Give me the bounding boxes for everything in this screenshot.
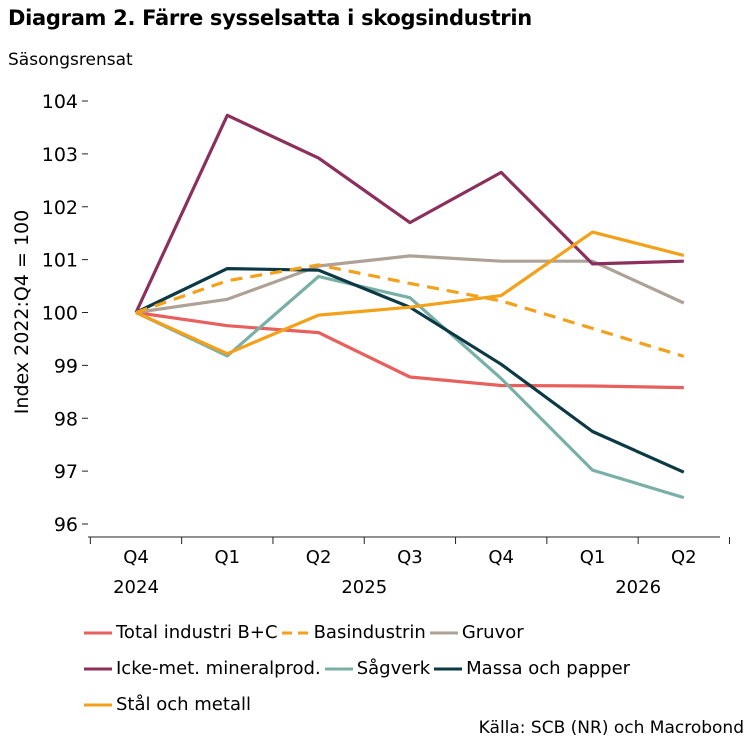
chart-title: Diagram 2. Färre sysselsatta i skogsindu… [8,6,532,30]
series-line-2 [135,254,685,315]
x-tick-label: Q4 [488,547,514,568]
y-tick-label: 101 [42,250,78,272]
y-axis: 96 97 98 99 100 101 102 103 104 [42,91,88,536]
legend-swatch [321,658,357,678]
x-tick-label: Q4 [123,547,149,568]
legend-row: Icke-met. mineralprod. Sågverk Massa och… [80,650,740,686]
x-axis: Q4 Q1 Q2 Q3 Q4 Q1 Q2 2024 2025 2026 [88,536,730,598]
y-tick-label: 97 [54,461,78,483]
legend-row: Total industri B+C Basindustrin Gruvor [80,614,740,650]
legend-label: Icke-met. mineralprod. [116,657,321,679]
chart-subtitle: Säsongsrensat [8,50,133,70]
legend-row: Stål och metall [80,686,740,722]
legend-swatch [430,658,466,678]
legend-swatch [80,658,116,678]
legend-label: Stål och metall [116,693,251,715]
legend-item-gruvor: Gruvor [426,622,524,643]
x-tick-label: Q2 [306,547,332,568]
y-axis-label: Index 2022:Q4 = 100 [11,210,33,414]
series-line-0 [135,310,684,390]
series-line-6 [135,230,685,356]
x-year-label: 2024 [113,577,159,598]
legend-item-sagverk: Sågverk [321,658,430,679]
legend-label: Sågverk [356,657,431,679]
x-year-label: 2026 [615,577,661,598]
legend-label: Total industri B+C [116,621,278,643]
legend-item-stal: Stål och metall [80,694,251,715]
y-tick-label: 98 [54,408,78,430]
x-tick-label: Q2 [671,547,697,568]
series-line-3 [134,113,684,314]
series-line-4 [135,274,685,500]
source-note: Källa: SCB (NR) och Macrobond [478,718,744,738]
line-chart: 96 97 98 99 100 101 102 103 104 Q4 Q1 Q2 Q3 Q4 Q1 Q2 20… [11,91,730,598]
y-tick-label: 99 [54,355,78,377]
x-tick-label: Q3 [397,547,423,568]
legend-item-icke-met: Icke-met. mineralprod. [80,658,321,679]
legend-label: Massa och papper [466,657,631,679]
y-tick-label: 96 [54,514,78,536]
legend-item-massa: Massa och papper [430,658,630,679]
y-tick-label: 100 [42,303,78,325]
x-year-label: 2025 [341,577,387,598]
legend-swatch [426,622,462,642]
legend-label: Basindustrin [313,621,426,643]
legend-swatch [278,622,314,642]
series-line-1 [135,263,685,358]
y-tick-label: 104 [42,91,78,113]
y-tick-label: 103 [42,144,78,166]
legend-label: Gruvor [461,621,524,643]
legend-swatch [80,622,116,642]
legend-item-basindustrin: Basindustrin [278,622,426,643]
legend: Total industri B+C Basindustrin Gruvor I… [80,614,740,722]
legend-item-total-industri: Total industri B+C [80,622,278,643]
x-tick-label: Q1 [214,547,240,568]
legend-swatch [80,694,116,714]
y-tick-label: 102 [42,197,78,219]
x-tick-label: Q1 [580,547,606,568]
series-layer [134,113,685,500]
